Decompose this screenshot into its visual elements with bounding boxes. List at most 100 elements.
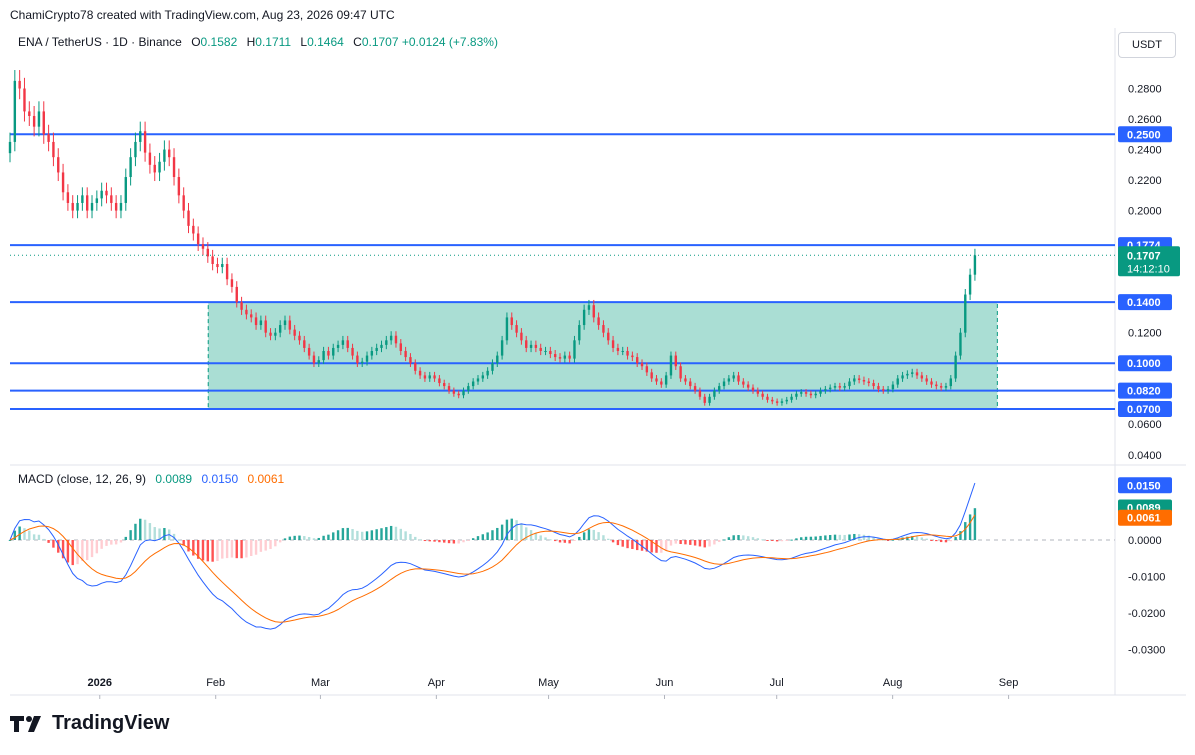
- candle-body: [915, 372, 919, 376]
- macd-histogram-bar: [235, 540, 238, 559]
- macd-histogram-bar: [139, 518, 142, 540]
- price-axis: 0.2800 0.2600 0.2400 0.2200 0.2000 0.1200 0.06…: [1128, 84, 1165, 657]
- open-label: O: [191, 35, 201, 49]
- macd-histogram-bar: [404, 531, 407, 540]
- macd-histogram-bar: [182, 540, 185, 546]
- candle-body: [452, 390, 456, 394]
- macd-histogram-bar: [143, 519, 147, 540]
- candle-body: [438, 378, 441, 384]
- macd-histogram-bar: [443, 540, 446, 543]
- candle-body: [968, 274, 972, 295]
- time-tick-label: Jun: [656, 677, 674, 689]
- footer-brand: TradingView: [52, 712, 170, 734]
- macd-histogram-bar: [85, 540, 89, 561]
- candle-body: [814, 393, 817, 396]
- candle-body: [143, 131, 147, 153]
- candle-body: [525, 340, 528, 348]
- candle-body: [872, 383, 875, 387]
- candle-body: [645, 366, 649, 373]
- macd-histogram-bar: [307, 537, 311, 540]
- macd-histogram-bar: [18, 526, 21, 540]
- chart-credit: ChamiCrypto78 created with TradingView.c…: [10, 8, 395, 22]
- level-tag: [1118, 355, 1172, 372]
- currency-button[interactable]: USDT: [1118, 32, 1176, 58]
- macd-histogram-bar: [52, 540, 55, 548]
- macd-histogram-bar: [66, 540, 70, 563]
- candle-body: [853, 378, 856, 382]
- macd-histogram-bar: [375, 529, 378, 540]
- macd-histogram-bar: [124, 536, 127, 540]
- candle-body: [800, 392, 803, 394]
- macd-histogram-bar: [380, 528, 383, 540]
- candle-body: [423, 375, 427, 379]
- candle-body: [930, 381, 933, 385]
- macd-histogram-bar: [471, 538, 475, 540]
- macd-histogram-bar: [732, 535, 735, 540]
- macd-histogram-bar: [114, 540, 118, 545]
- candle-body: [42, 111, 45, 135]
- macd-histogram-bar: [245, 540, 248, 558]
- macd-line: [9, 482, 976, 630]
- candle-body: [718, 386, 721, 391]
- macd-histogram-bar: [95, 540, 99, 554]
- macd-histogram-bar: [959, 531, 962, 540]
- candle-body: [221, 264, 224, 268]
- macd-histogram-bar: [573, 540, 576, 541]
- macd-histogram-bar: [298, 535, 301, 540]
- candle-body: [558, 357, 562, 359]
- macd-histogram-bar: [153, 527, 156, 540]
- macd-histogram-bar: [771, 540, 774, 541]
- macd-histogram-bar: [582, 532, 586, 540]
- macd-histogram-bar: [814, 536, 817, 540]
- candle-body: [394, 335, 398, 344]
- candle-body: [877, 386, 880, 390]
- macd-histogram-bar: [211, 540, 214, 562]
- macd-histogram-bar: [703, 540, 706, 548]
- candle-body: [332, 347, 335, 356]
- candle-body: [148, 152, 152, 165]
- candle-body: [76, 202, 79, 211]
- candle-body: [283, 320, 287, 326]
- candle-body: [47, 134, 50, 142]
- macd-value: 0.0089: [155, 472, 193, 486]
- candle-body: [804, 392, 808, 394]
- candle-body: [674, 355, 677, 367]
- candle-body: [722, 381, 726, 387]
- candle-body: [462, 390, 465, 396]
- range-zone: [207, 301, 998, 410]
- candle-body: [780, 401, 784, 403]
- macd-histogram-bar: [935, 540, 938, 542]
- candle-body: [505, 317, 509, 341]
- candle-body: [37, 111, 41, 127]
- candle-body: [259, 320, 263, 326]
- grid: [10, 28, 1186, 696]
- macd-histogram-bar: [37, 534, 41, 540]
- candle-body: [669, 355, 673, 376]
- macd-histogram-bar: [800, 537, 803, 540]
- candle-body: [95, 198, 99, 203]
- candle-body: [867, 381, 870, 384]
- price-tick-label: 0.0600: [1128, 419, 1162, 431]
- macd-histogram-bar: [824, 535, 827, 540]
- level-label: 0.0820: [1127, 386, 1161, 398]
- macd-histogram-bar: [616, 540, 620, 546]
- macd-histogram-bar: [645, 540, 649, 552]
- candle-body: [32, 115, 36, 127]
- high-label: H: [246, 35, 256, 49]
- candle-body: [602, 325, 605, 333]
- macd-histogram-bar: [317, 537, 320, 540]
- macd-histogram-bar: [119, 540, 123, 543]
- macd-histogram-bar: [795, 538, 798, 540]
- macd-histogram-bar: [968, 514, 972, 540]
- candle-body: [520, 332, 523, 341]
- candle-body: [66, 192, 70, 203]
- macd-histogram-bar: [158, 528, 161, 540]
- macd-histogram-bar: [293, 535, 296, 540]
- candle-body: [293, 329, 296, 336]
- candle-body: [727, 378, 731, 382]
- price-tick-label: 0.2000: [1128, 206, 1162, 218]
- macd-histogram-bar: [626, 540, 629, 549]
